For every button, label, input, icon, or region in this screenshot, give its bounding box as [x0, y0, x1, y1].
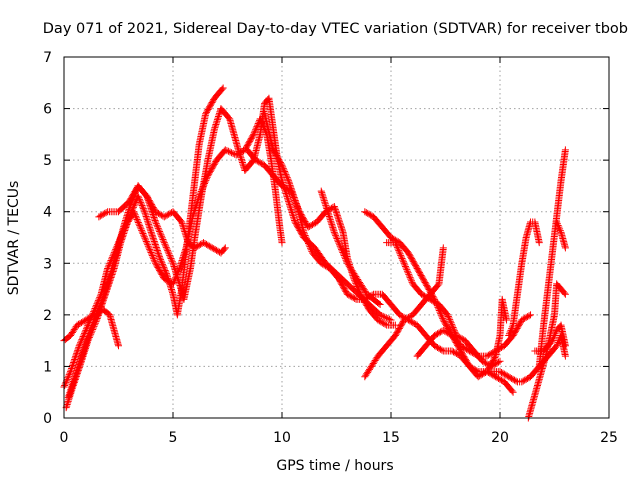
series-track-18 — [553, 218, 569, 252]
series-track-10 — [361, 208, 535, 360]
chart-title: Day 071 of 2021, Sidereal Day-to-day VTE… — [43, 21, 628, 37]
x-tick-label: 5 — [169, 430, 178, 446]
series-track-4 — [95, 182, 229, 257]
y-tick-label: 6 — [43, 102, 52, 118]
plus-markers — [361, 208, 535, 360]
plus-markers — [413, 295, 511, 381]
y-tick-label: 2 — [43, 308, 52, 324]
plot-frame — [63, 56, 610, 419]
plus-markers — [383, 239, 504, 370]
y-tick-label: 3 — [43, 256, 52, 272]
data-marks — [60, 84, 569, 422]
plus-markers — [505, 218, 543, 339]
series-track-8 — [317, 187, 384, 309]
series-track-2 — [62, 84, 227, 412]
x-tick-label: 10 — [273, 430, 291, 446]
y-tick-label: 5 — [43, 153, 52, 169]
y-tick-label: 1 — [43, 359, 52, 375]
series-track-12 — [413, 295, 511, 381]
plus-markers — [531, 321, 569, 355]
x-axis-label: GPS time / hours — [276, 458, 393, 474]
plus-markers — [317, 187, 384, 309]
plus-markers — [62, 84, 227, 412]
axis-ticks: 0 5 10 15 20 25 0 1 2 3 4 5 6 7 — [43, 50, 618, 446]
y-tick-label: 4 — [43, 205, 52, 221]
y-tick-label: 7 — [43, 50, 52, 66]
plus-markers — [95, 182, 229, 257]
series-track-14 — [505, 218, 543, 339]
y-tick-label: 0 — [43, 411, 52, 427]
series-track-17 — [531, 321, 569, 355]
plus-markers — [553, 218, 569, 252]
y-axis-label: SDTVAR / TECUs — [6, 181, 22, 296]
series-track-11 — [383, 239, 504, 370]
x-tick-label: 15 — [382, 430, 400, 446]
x-tick-label: 25 — [600, 430, 618, 446]
x-tick-label: 0 — [60, 430, 69, 446]
x-tick-label: 20 — [491, 430, 509, 446]
